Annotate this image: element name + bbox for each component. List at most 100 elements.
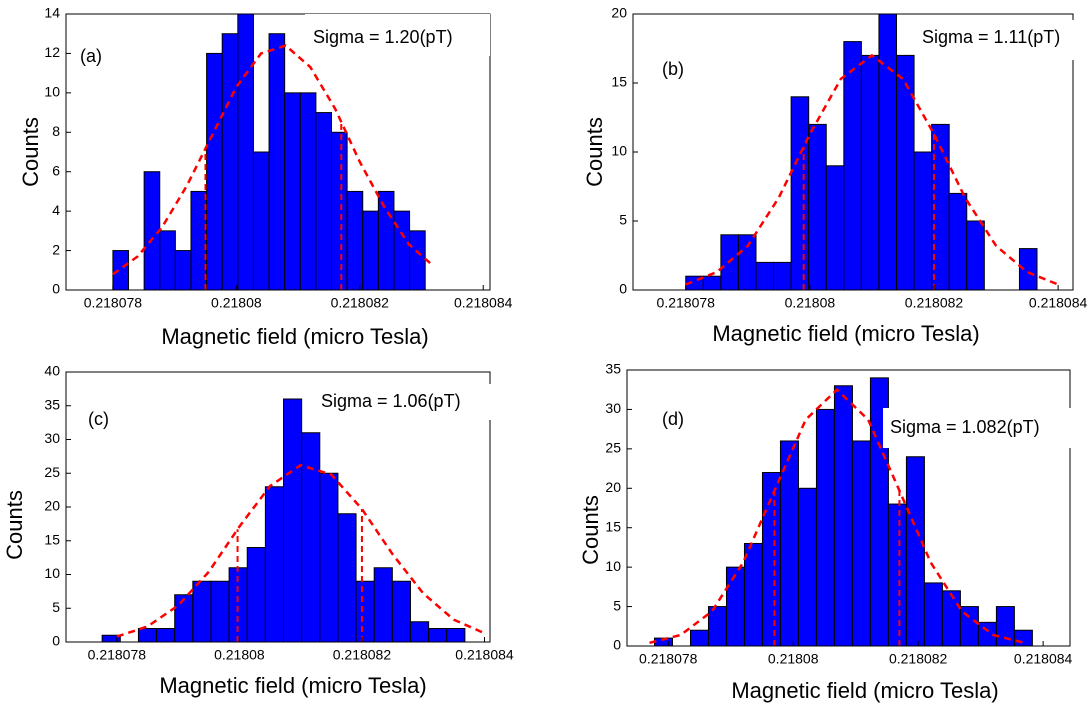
x-tick-label: 0.21808: [211, 295, 262, 311]
bar: [743, 542, 763, 647]
panel-label: (c): [88, 409, 109, 429]
bar: [905, 456, 925, 647]
bar: [702, 275, 722, 291]
bar: [192, 580, 212, 643]
bar: [315, 112, 333, 291]
annotation-box: [915, 20, 1085, 60]
y-tick-label: 5: [619, 212, 627, 228]
bar: [878, 13, 898, 291]
fit-curve: [116, 463, 485, 638]
fit-curve: [112, 44, 435, 276]
y-tick-label: 20: [611, 5, 627, 21]
panel: 0 5 10 15 20 0.218078 0.21808 0.218082 0.218084 M…: [582, 5, 1088, 346]
bar: [851, 440, 871, 647]
y-tick-label: 14: [44, 5, 60, 21]
panel-label: (d): [662, 409, 684, 429]
annotation-box: [315, 384, 495, 420]
bar: [346, 190, 364, 291]
panel: 0 5 10 15 20 25 30 35 40 0.218078 0.21808 0.218082 0…: [2, 363, 514, 698]
y-tick-label: 25: [605, 440, 621, 456]
y-tick-label: 10: [605, 558, 621, 574]
x-tick-label: 0.218084: [454, 295, 513, 311]
bar: [707, 606, 727, 647]
bar: [833, 385, 853, 647]
annotation: Sigma = 1.06(pT): [321, 391, 461, 411]
bar: [815, 408, 835, 647]
bar: [112, 250, 130, 291]
bar: [887, 503, 907, 647]
y-axis-label: Counts: [578, 495, 603, 565]
y-tick-label: 5: [52, 599, 60, 615]
x-tick-label: 0.218082: [331, 295, 390, 311]
y-tick-label: 0: [619, 281, 627, 297]
x-tick-label: 0.21808: [214, 647, 265, 663]
bar: [264, 486, 285, 643]
x-axis-label: Magnetic field (micro Tesla): [159, 673, 426, 698]
fit-curve: [685, 53, 1059, 286]
y-tick-label: 15: [44, 531, 60, 547]
bar: [409, 230, 426, 291]
annotation: Sigma = 1.20(pT): [313, 27, 453, 47]
bar: [337, 513, 357, 643]
x-tick-label: 0.218082: [905, 295, 964, 311]
x-tick-label: 0.218078: [639, 651, 698, 667]
y-tick-label: 35: [44, 396, 60, 412]
x-tick-label: 0.218084: [455, 647, 514, 663]
bar: [355, 580, 375, 643]
bar: [761, 472, 781, 647]
bar: [377, 190, 395, 291]
bar: [446, 628, 466, 643]
bar: [174, 594, 194, 643]
bar: [301, 432, 321, 643]
y-tick-label: 0: [52, 281, 60, 297]
bar: [331, 131, 348, 291]
panel: 0 5 10 15 20 25 30 35 0.218078 0.21808 0.218082 0.2…: [578, 361, 1073, 703]
bar: [808, 123, 827, 291]
bar: [923, 582, 943, 647]
bar: [362, 210, 379, 291]
annotation-box: [883, 408, 1072, 448]
x-tick-label: 0.218084: [1029, 295, 1088, 311]
bar: [206, 52, 223, 291]
bar: [790, 96, 810, 291]
y-tick-label: 8: [52, 123, 60, 139]
x-tick-label: 0.218082: [889, 651, 948, 667]
bar: [1013, 629, 1033, 647]
annotation: Sigma = 1.11(pT): [922, 27, 1060, 47]
bar: [737, 234, 757, 291]
y-axis-label: Counts: [582, 117, 607, 187]
x-axis-label: Magnetic field (micro Tesla): [712, 321, 979, 346]
bar: [843, 41, 862, 291]
y-tick-label: 0: [613, 637, 621, 653]
bar: [246, 547, 266, 643]
y-tick-label: 15: [605, 518, 621, 534]
bar: [797, 487, 817, 647]
x-tick-label: 0.218078: [88, 647, 147, 663]
bar: [896, 54, 915, 291]
panel-label: (b): [662, 59, 684, 79]
y-tick-label: 30: [605, 400, 621, 416]
bar: [391, 580, 411, 643]
bar: [268, 33, 286, 291]
y-axis-label: Counts: [18, 117, 43, 187]
x-tick-label: 0.218084: [1014, 651, 1073, 667]
y-tick-label: 10: [611, 143, 627, 159]
annotation: Sigma = 1.082(pT): [890, 417, 1040, 437]
bar: [959, 606, 979, 647]
y-tick-label: 35: [605, 361, 621, 377]
bar: [210, 580, 230, 643]
bar: [948, 192, 968, 291]
y-tick-label: 10: [44, 565, 60, 581]
y-tick-label: 25: [44, 464, 60, 480]
bar: [299, 92, 317, 291]
bar: [773, 261, 792, 291]
x-tick-label: 0.218082: [333, 647, 392, 663]
bar: [913, 151, 933, 291]
panel: 0 2 4 6 8 10 12 14 0.218078 0.21808 0.218082 0.2180…: [18, 5, 513, 349]
x-tick-label: 0.21808: [768, 651, 819, 667]
bar: [221, 33, 239, 291]
x-axis-label: Magnetic field (micro Tesla): [731, 678, 998, 703]
bar: [428, 628, 448, 643]
bar: [283, 398, 303, 643]
